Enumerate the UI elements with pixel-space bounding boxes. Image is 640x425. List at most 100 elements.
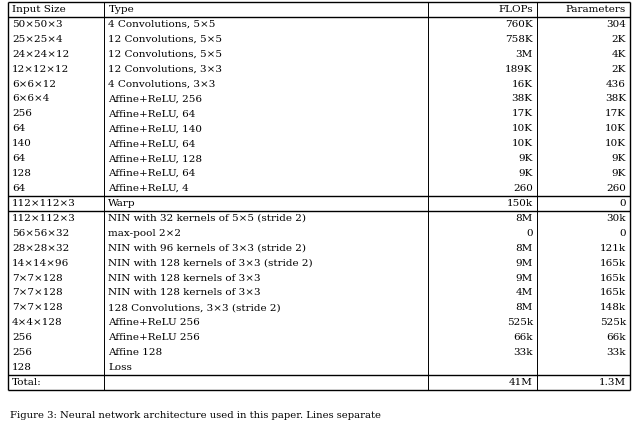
Text: Type: Type	[108, 5, 134, 14]
Text: 12×12×12: 12×12×12	[12, 65, 69, 74]
Text: 758K: 758K	[505, 35, 532, 44]
Text: 112×112×3: 112×112×3	[12, 214, 76, 223]
Text: 56×56×32: 56×56×32	[12, 229, 69, 238]
Text: 0: 0	[620, 229, 626, 238]
Text: 9K: 9K	[612, 154, 626, 163]
Text: Affine+ReLU, 64: Affine+ReLU, 64	[108, 169, 196, 178]
Text: NIN with 96 kernels of 3×3 (stride 2): NIN with 96 kernels of 3×3 (stride 2)	[108, 244, 307, 253]
Text: 7×7×128: 7×7×128	[12, 274, 63, 283]
Text: 128: 128	[12, 363, 32, 372]
Text: 4 Convolutions, 5×5: 4 Convolutions, 5×5	[108, 20, 216, 29]
Text: 7×7×128: 7×7×128	[12, 303, 63, 312]
Text: 6×6×12: 6×6×12	[12, 79, 56, 88]
Text: 9K: 9K	[518, 154, 532, 163]
Text: 760K: 760K	[505, 20, 532, 29]
Text: 4 Convolutions, 3×3: 4 Convolutions, 3×3	[108, 79, 216, 88]
Text: 64: 64	[12, 154, 25, 163]
Text: 17K: 17K	[605, 109, 626, 119]
Text: 12 Convolutions, 3×3: 12 Convolutions, 3×3	[108, 65, 223, 74]
Text: 8M: 8M	[515, 303, 532, 312]
Text: 2K: 2K	[612, 65, 626, 74]
Text: 66k: 66k	[607, 333, 626, 342]
Text: NIN with 128 kernels of 3×3 (stride 2): NIN with 128 kernels of 3×3 (stride 2)	[108, 259, 313, 268]
Text: 128: 128	[12, 169, 32, 178]
Text: 165k: 165k	[600, 274, 626, 283]
Text: Input Size: Input Size	[12, 5, 66, 14]
Text: NIN with 32 kernels of 5×5 (stride 2): NIN with 32 kernels of 5×5 (stride 2)	[108, 214, 307, 223]
Text: 64: 64	[12, 184, 25, 193]
Text: FLOPs: FLOPs	[498, 5, 532, 14]
Text: 50×50×3: 50×50×3	[12, 20, 63, 29]
Text: 6×6×4: 6×6×4	[12, 94, 49, 104]
Text: 17K: 17K	[512, 109, 532, 119]
Text: 3M: 3M	[515, 50, 532, 59]
Text: 24×24×12: 24×24×12	[12, 50, 69, 59]
Text: 66k: 66k	[513, 333, 532, 342]
Text: 525k: 525k	[600, 318, 626, 327]
Text: Affine+ReLU, 256: Affine+ReLU, 256	[108, 94, 202, 104]
Text: 38K: 38K	[605, 94, 626, 104]
Text: 1.3M: 1.3M	[599, 378, 626, 387]
Text: 33k: 33k	[607, 348, 626, 357]
Text: 4K: 4K	[612, 50, 626, 59]
Text: NIN with 128 kernels of 3×3: NIN with 128 kernels of 3×3	[108, 289, 261, 298]
Text: 4M: 4M	[515, 289, 532, 298]
Text: 0: 0	[526, 229, 532, 238]
Text: 9M: 9M	[515, 274, 532, 283]
Text: 9K: 9K	[612, 169, 626, 178]
Text: 256: 256	[12, 333, 32, 342]
Text: 260: 260	[606, 184, 626, 193]
Text: 525k: 525k	[507, 318, 532, 327]
Text: Warp: Warp	[108, 199, 136, 208]
Text: 0: 0	[620, 199, 626, 208]
Text: 14×14×96: 14×14×96	[12, 259, 69, 268]
Text: Affine+ReLU, 64: Affine+ReLU, 64	[108, 139, 196, 148]
Text: Affine+ReLU, 128: Affine+ReLU, 128	[108, 154, 202, 163]
Text: 12 Convolutions, 5×5: 12 Convolutions, 5×5	[108, 35, 223, 44]
Text: Total:: Total:	[12, 378, 42, 387]
Text: 41M: 41M	[509, 378, 532, 387]
Text: 10K: 10K	[605, 125, 626, 133]
Text: 8M: 8M	[515, 244, 532, 253]
Text: Affine 128: Affine 128	[108, 348, 163, 357]
Text: 2K: 2K	[612, 35, 626, 44]
Text: 10K: 10K	[512, 125, 532, 133]
Text: Affine+ReLU 256: Affine+ReLU 256	[108, 318, 200, 327]
Text: 30k: 30k	[607, 214, 626, 223]
Text: 121k: 121k	[600, 244, 626, 253]
Text: 256: 256	[12, 109, 32, 119]
Text: Affine+ReLU, 64: Affine+ReLU, 64	[108, 109, 196, 119]
Text: 4×4×128: 4×4×128	[12, 318, 63, 327]
Text: 7×7×128: 7×7×128	[12, 289, 63, 298]
Text: 9M: 9M	[515, 259, 532, 268]
Text: Affine+ReLU, 140: Affine+ReLU, 140	[108, 125, 202, 133]
Text: 260: 260	[513, 184, 532, 193]
Text: Parameters: Parameters	[566, 5, 626, 14]
Text: 112×112×3: 112×112×3	[12, 199, 76, 208]
Text: 140: 140	[12, 139, 32, 148]
Text: 165k: 165k	[600, 289, 626, 298]
Text: Affine+ReLU, 4: Affine+ReLU, 4	[108, 184, 189, 193]
Text: 189K: 189K	[505, 65, 532, 74]
Text: 16K: 16K	[512, 79, 532, 88]
Text: 9K: 9K	[518, 169, 532, 178]
Text: Loss: Loss	[108, 363, 132, 372]
Text: 64: 64	[12, 125, 25, 133]
Text: 10K: 10K	[512, 139, 532, 148]
Text: 8M: 8M	[515, 214, 532, 223]
Text: NIN with 128 kernels of 3×3: NIN with 128 kernels of 3×3	[108, 274, 261, 283]
Text: 150k: 150k	[507, 199, 532, 208]
Text: 436: 436	[606, 79, 626, 88]
Text: 33k: 33k	[513, 348, 532, 357]
Text: 256: 256	[12, 348, 32, 357]
Text: 38K: 38K	[512, 94, 532, 104]
Text: Affine+ReLU 256: Affine+ReLU 256	[108, 333, 200, 342]
Text: 128 Convolutions, 3×3 (stride 2): 128 Convolutions, 3×3 (stride 2)	[108, 303, 281, 312]
Text: 25×25×4: 25×25×4	[12, 35, 63, 44]
Text: 10K: 10K	[605, 139, 626, 148]
Text: 12 Convolutions, 5×5: 12 Convolutions, 5×5	[108, 50, 223, 59]
Text: 165k: 165k	[600, 259, 626, 268]
Text: 28×28×32: 28×28×32	[12, 244, 69, 253]
Text: 148k: 148k	[600, 303, 626, 312]
Text: 304: 304	[606, 20, 626, 29]
